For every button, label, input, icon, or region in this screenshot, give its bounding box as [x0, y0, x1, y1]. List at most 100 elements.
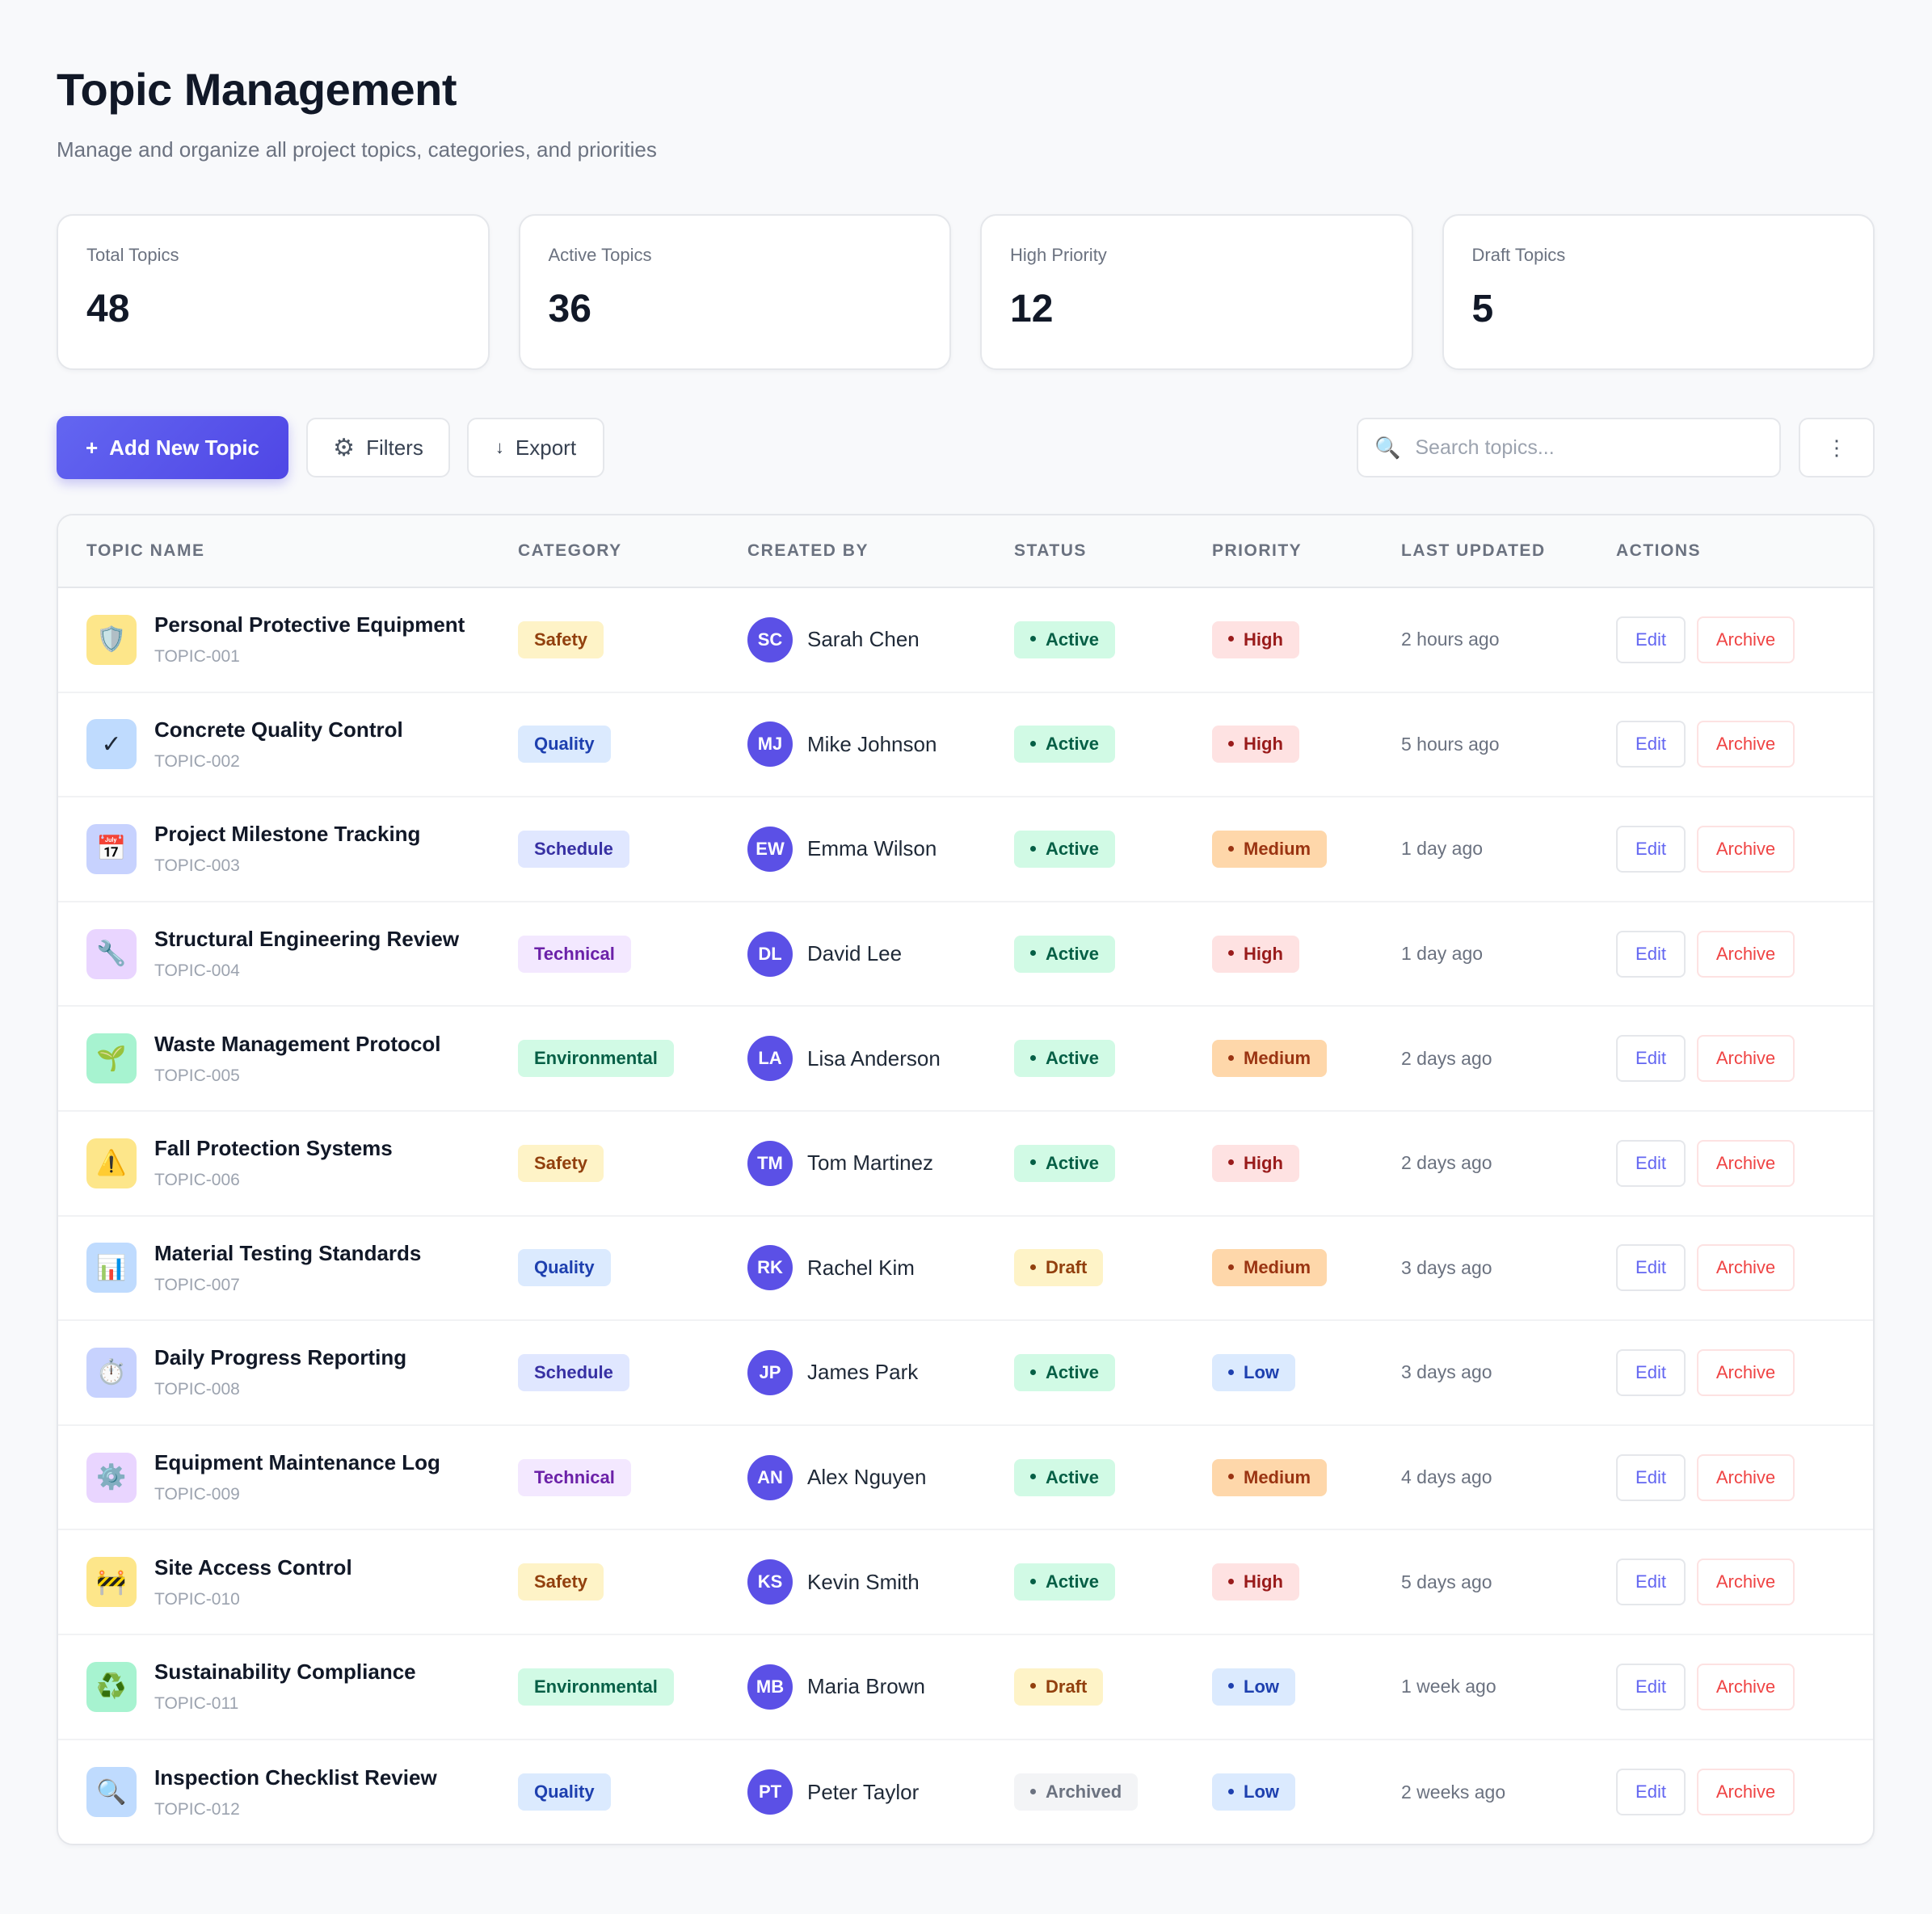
last-updated: 1 day ago [1401, 838, 1484, 860]
topic-text: Fall Protection Systems TOPIC-006 [154, 1136, 393, 1190]
column-header-status[interactable]: STATUS [1014, 541, 1087, 560]
topic-title[interactable]: Structural Engineering Review [154, 927, 460, 952]
stat-value: 48 [86, 288, 130, 330]
priority-badge: High [1212, 1144, 1299, 1182]
topic-name-cell: 🔍 Inspection Checklist Review TOPIC-012 [58, 1765, 518, 1819]
priority-cell: Medium [1212, 1040, 1401, 1078]
archive-button[interactable]: Archive [1697, 616, 1795, 663]
archive-button[interactable]: Archive [1697, 1453, 1795, 1501]
column-header-topic-name[interactable]: TOPIC NAME [86, 541, 205, 560]
priority-badge: High [1212, 726, 1299, 763]
stat-label: Total Topics [86, 245, 179, 265]
priority-badge: Medium [1212, 1458, 1328, 1496]
add-new-topic-button[interactable]: + Add New Topic [57, 416, 288, 479]
created-by-cell: EW Emma Wilson [747, 826, 1014, 872]
edit-button[interactable]: Edit [1616, 1663, 1686, 1710]
stat-label: Draft Topics [1471, 245, 1566, 265]
archive-button[interactable]: Archive [1697, 1663, 1795, 1710]
category-cell: Technical [518, 935, 747, 973]
edit-button[interactable]: Edit [1616, 1035, 1686, 1083]
table-row[interactable]: 🚧 Site Access Control TOPIC-010 Safety K… [58, 1530, 1873, 1635]
archive-button[interactable]: Archive [1697, 1139, 1795, 1187]
edit-button[interactable]: Edit [1616, 721, 1686, 768]
page-subtitle: Manage and organize all project topics, … [57, 137, 657, 162]
edit-button[interactable]: Edit [1616, 616, 1686, 663]
avatar: KS [747, 1559, 793, 1605]
edit-button[interactable]: Edit [1616, 1244, 1686, 1292]
more-options-button[interactable]: ⋮ [1799, 418, 1875, 477]
topic-title[interactable]: Material Testing Standards [154, 1240, 422, 1265]
creator-name: Lisa Anderson [807, 1045, 941, 1071]
topic-title[interactable]: Sustainability Compliance [154, 1660, 416, 1685]
priority-cell: Medium [1212, 830, 1401, 868]
topic-title[interactable]: Fall Protection Systems [154, 1136, 393, 1161]
creator-name: Tom Martinez [807, 1151, 934, 1176]
table-row[interactable]: ✓ Concrete Quality Control TOPIC-002 Qua… [58, 693, 1873, 798]
category-cell: Environmental [518, 1040, 747, 1078]
edit-button[interactable]: Edit [1616, 1348, 1686, 1396]
table-row[interactable]: ♻️ Sustainability Compliance TOPIC-011 E… [58, 1635, 1873, 1740]
column-header-created-by[interactable]: CREATED BY [747, 541, 869, 560]
topic-id: TOPIC-006 [154, 1171, 240, 1190]
table-row[interactable]: 📅 Project Milestone Tracking TOPIC-003 S… [58, 797, 1873, 902]
table-row[interactable]: ⏱️ Daily Progress Reporting TOPIC-008 Sc… [58, 1321, 1873, 1426]
edit-button[interactable]: Edit [1616, 1453, 1686, 1501]
category-badge: Safety [518, 1144, 604, 1182]
actions-cell: Edit Archive [1616, 616, 1873, 663]
topic-title[interactable]: Personal Protective Equipment [154, 612, 465, 637]
status-cell: Draft [1014, 1249, 1212, 1287]
search-input[interactable] [1415, 435, 1763, 460]
topic-title[interactable]: Concrete Quality Control [154, 717, 403, 742]
edit-button[interactable]: Edit [1616, 1139, 1686, 1187]
table-row[interactable]: 🌱 Waste Management Protocol TOPIC-005 En… [58, 1007, 1873, 1112]
export-button[interactable]: ↓ Export [467, 418, 604, 477]
archive-button[interactable]: Archive [1697, 1769, 1795, 1816]
table-row[interactable]: ⚙️ Equipment Maintenance Log TOPIC-009 T… [58, 1426, 1873, 1531]
archive-button[interactable]: Archive [1697, 721, 1795, 768]
edit-button[interactable]: Edit [1616, 1769, 1686, 1816]
topic-title[interactable]: Waste Management Protocol [154, 1031, 441, 1056]
category-cell: Environmental [518, 1668, 747, 1706]
archive-button[interactable]: Archive [1697, 1244, 1795, 1292]
creator-name: Mike Johnson [807, 731, 937, 756]
table-row[interactable]: 🛡️ Personal Protective Equipment TOPIC-0… [58, 588, 1873, 693]
topic-id: TOPIC-004 [154, 961, 240, 981]
topic-text: Equipment Maintenance Log TOPIC-009 [154, 1450, 440, 1504]
column-header-priority[interactable]: PRIORITY [1212, 541, 1303, 560]
topic-title[interactable]: Equipment Maintenance Log [154, 1450, 440, 1475]
topic-title[interactable]: Daily Progress Reporting [154, 1345, 407, 1370]
created-by-cell: TM Tom Martinez [747, 1140, 1014, 1186]
search-box[interactable]: 🔍 [1357, 418, 1781, 477]
column-header-category[interactable]: CATEGORY [518, 541, 622, 560]
actions-cell: Edit Archive [1616, 1035, 1873, 1083]
archive-button[interactable]: Archive [1697, 825, 1795, 873]
avatar: SC [747, 616, 793, 663]
creator-name: David Lee [807, 941, 903, 966]
archive-button[interactable]: Archive [1697, 930, 1795, 978]
topic-title[interactable]: Project Milestone Tracking [154, 822, 421, 847]
last-updated: 1 week ago [1401, 1676, 1496, 1697]
edit-button[interactable]: Edit [1616, 1559, 1686, 1606]
archive-button[interactable]: Archive [1697, 1035, 1795, 1083]
filters-button[interactable]: ⚙ Filters [306, 418, 450, 477]
column-header-last-updated[interactable]: LAST UPDATED [1401, 541, 1546, 560]
actions-cell: Edit Archive [1616, 1348, 1873, 1396]
gear-icon: ⚙️ [86, 1452, 137, 1503]
edit-button[interactable]: Edit [1616, 930, 1686, 978]
export-label: Export [515, 435, 577, 460]
status-cell: Active [1014, 1353, 1212, 1391]
table-row[interactable]: 🔧 Structural Engineering Review TOPIC-00… [58, 902, 1873, 1007]
toolbar: + Add New Topic ⚙ Filters ↓ Export 🔍 ⋮ [57, 416, 1875, 479]
table-row[interactable]: 🔍 Inspection Checklist Review TOPIC-012 … [58, 1740, 1873, 1844]
archive-button[interactable]: Archive [1697, 1559, 1795, 1606]
topic-id: TOPIC-010 [154, 1589, 240, 1609]
archive-button[interactable]: Archive [1697, 1348, 1795, 1396]
table-row[interactable]: ⚠️ Fall Protection Systems TOPIC-006 Saf… [58, 1112, 1873, 1217]
topic-title[interactable]: Site Access Control [154, 1554, 352, 1580]
table-row[interactable]: 📊 Material Testing Standards TOPIC-007 Q… [58, 1217, 1873, 1322]
topic-title[interactable]: Inspection Checklist Review [154, 1765, 437, 1790]
topic-name-cell: ⚙️ Equipment Maintenance Log TOPIC-009 [58, 1450, 518, 1504]
last-updated: 2 weeks ago [1401, 1781, 1506, 1803]
edit-button[interactable]: Edit [1616, 825, 1686, 873]
